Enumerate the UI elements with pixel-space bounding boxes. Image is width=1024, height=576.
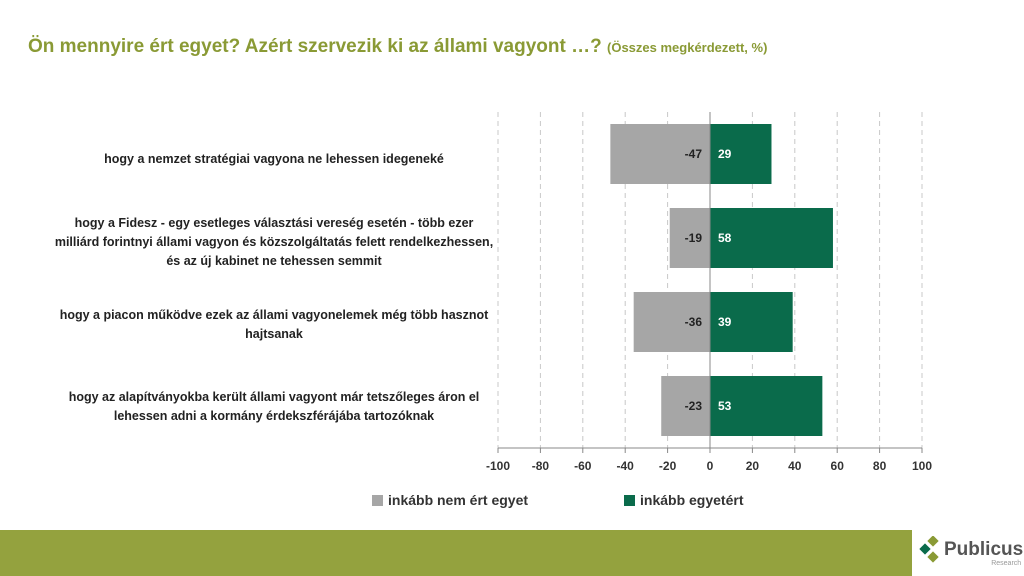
bar-disagree	[661, 376, 710, 436]
x-tick-label: 40	[788, 459, 802, 473]
data-label: 53	[718, 399, 732, 413]
logo-diamonds-icon	[919, 536, 939, 563]
x-tick-label: 20	[746, 459, 760, 473]
data-label: 39	[718, 315, 732, 329]
footer-bar	[0, 530, 912, 576]
category-label: hogy az alapítványokba került állami vag…	[68, 390, 480, 423]
chart-title: Ön mennyire ért egyet? Azért szervezik k…	[28, 36, 768, 57]
bar-disagree	[610, 124, 710, 184]
publicus-logo: Publicus Research	[918, 536, 1023, 567]
bar-agree	[710, 124, 772, 184]
legend-swatch	[624, 494, 635, 506]
x-tick-label: 60	[831, 459, 845, 473]
data-label: 29	[718, 147, 732, 161]
bar-disagree	[633, 292, 710, 352]
bar-agree	[710, 292, 793, 352]
category-label: hogy a Fidesz - egy esetleges választási…	[54, 216, 494, 268]
data-label: 58	[718, 231, 732, 245]
x-tick-label: -80	[532, 459, 550, 473]
bar-chart: -100 -80 -60 -40 -20 0 20 40 60 80 100 -47 -19 -36 -23…	[486, 112, 932, 473]
legend-item-disagree: inkább nem ért egyet	[372, 492, 528, 508]
data-label: -23	[685, 399, 703, 413]
x-tick-label: 0	[707, 459, 714, 473]
bar-disagree	[669, 208, 710, 268]
legend-swatch	[372, 494, 383, 506]
category-label: hogy a piacon működve ezek az állami vag…	[59, 308, 489, 341]
x-tick-label: -60	[574, 459, 592, 473]
x-tick-label: 80	[873, 459, 887, 473]
x-tick-label: 100	[912, 459, 932, 473]
bar-agree	[710, 376, 823, 436]
data-label: -19	[685, 231, 703, 245]
data-label: -47	[685, 147, 703, 161]
x-tick-label: -100	[486, 459, 510, 473]
x-tick-label: -40	[617, 459, 635, 473]
data-label: -36	[685, 315, 703, 329]
category-label: hogy a nemzet stratégiai vagyona ne lehe…	[104, 152, 444, 166]
bar-agree	[710, 208, 833, 268]
legend-item-agree: inkább egyetért	[624, 492, 743, 508]
x-tick-label: -20	[659, 459, 677, 473]
